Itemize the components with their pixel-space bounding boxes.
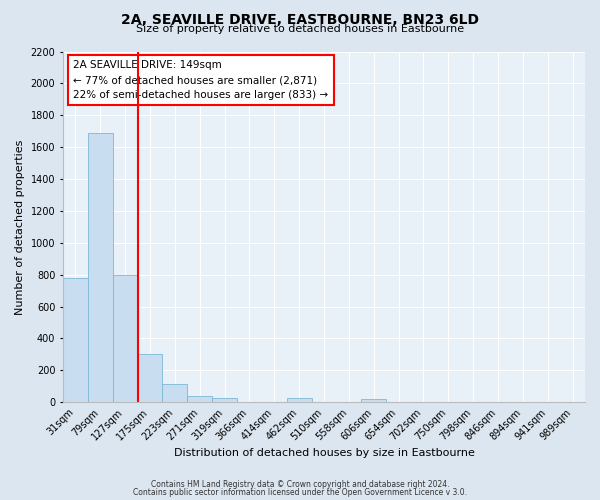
Text: Contains public sector information licensed under the Open Government Licence v : Contains public sector information licen… [133,488,467,497]
Bar [163,384,187,402]
Y-axis label: Number of detached properties: Number of detached properties [15,139,25,314]
Bar [361,399,386,402]
Bar [63,278,88,402]
Bar [88,133,113,402]
Bar [287,398,311,402]
Text: 2A, SEAVILLE DRIVE, EASTBOURNE, BN23 6LD: 2A, SEAVILLE DRIVE, EASTBOURNE, BN23 6LD [121,12,479,26]
Text: 2A SEAVILLE DRIVE: 149sqm
← 77% of detached houses are smaller (2,871)
22% of se: 2A SEAVILLE DRIVE: 149sqm ← 77% of detac… [73,60,329,100]
Bar [187,396,212,402]
X-axis label: Distribution of detached houses by size in Eastbourne: Distribution of detached houses by size … [173,448,475,458]
Bar [212,398,237,402]
Bar [113,274,137,402]
Text: Size of property relative to detached houses in Eastbourne: Size of property relative to detached ho… [136,24,464,34]
Bar [137,354,163,402]
Text: Contains HM Land Registry data © Crown copyright and database right 2024.: Contains HM Land Registry data © Crown c… [151,480,449,489]
